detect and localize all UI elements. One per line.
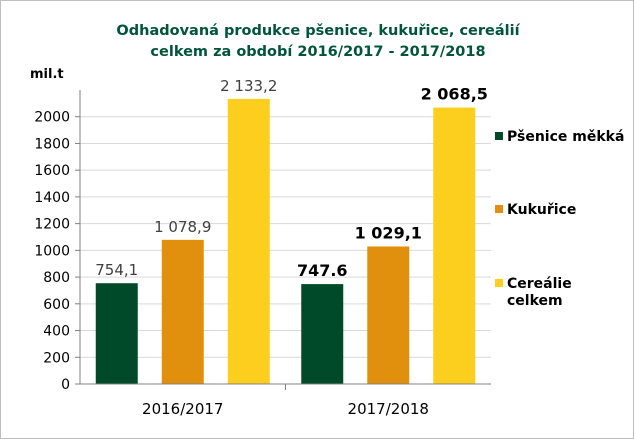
bar [227,98,270,384]
y-tick-label: 1000 [34,243,70,259]
legend-label: celkem [507,293,563,309]
data-label: 754,1 [95,261,138,279]
legend-label: Cereálie [507,276,572,292]
bar [301,284,344,384]
y-tick-label: 200 [43,350,70,366]
y-axis-label: mil.t [30,67,64,82]
y-tick-label: 800 [43,270,70,286]
y-tick-label: 1400 [34,190,70,206]
chart-title-line-1: Odhadovaná produkce pšenice, kukuřice, c… [116,23,520,39]
x-tick-label: 2016/2017 [142,400,223,418]
legend-label: Kukuřice [507,202,576,218]
bar [95,283,138,384]
bar [367,246,410,384]
y-tick-label: 2000 [34,110,70,126]
data-label: 2 068,5 [421,85,488,104]
legend-swatch [495,205,503,213]
y-tick-label: 0 [61,377,70,393]
y-tick-label: 1800 [34,136,70,152]
y-tick-label: 600 [43,297,70,313]
y-tick-label: 1200 [34,217,70,233]
data-label: 2 133,2 [220,77,277,95]
bar [161,239,204,384]
bar [433,107,476,384]
y-tick-label: 400 [43,324,70,340]
legend-swatch [495,132,503,140]
data-label: 747.6 [297,261,348,280]
data-label: 1 078,9 [154,218,211,236]
legend-swatch [495,279,503,287]
x-tick-label: 2017/2018 [348,400,429,418]
chart-title-line-2: celkem za období 2016/2017 - 2017/2018 [150,44,485,60]
legend-label: Pšenice měkká [507,129,624,145]
y-tick-label: 1600 [34,163,70,179]
data-label: 1 029,1 [355,223,422,242]
